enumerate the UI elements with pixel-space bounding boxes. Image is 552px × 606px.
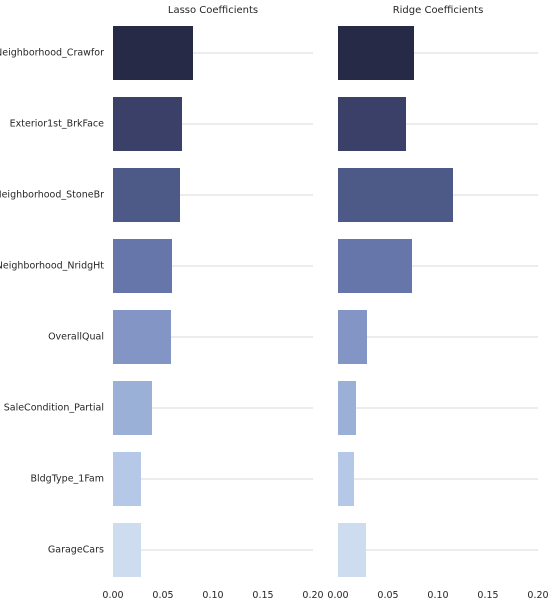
lasso-x-tick-label: 0.15	[252, 590, 273, 601]
lasso-bar	[113, 452, 141, 506]
ridge-bar	[338, 381, 356, 435]
ridge-x-tick-label: 0.20	[527, 590, 548, 601]
category-label: Neighborhood_StoneBr	[0, 190, 104, 201]
lasso-x-tick-label: 0.05	[152, 590, 173, 601]
ridge-panel: 0.00 0.05 0.10 0.15 0.20	[327, 26, 549, 601]
lasso-x-tick-label: 0.20	[302, 590, 323, 601]
ridge-x-tick-label: 0.15	[477, 590, 498, 601]
category-label: GarageCars	[48, 545, 104, 556]
lasso-x-tick-label: 0.10	[202, 590, 223, 601]
ridge-bar	[338, 26, 414, 80]
ridge-bar	[338, 310, 367, 364]
ridge-bar	[338, 168, 453, 222]
ridge-x-tick-label: 0.10	[427, 590, 448, 601]
ridge-panel-title: Ridge Coefficients	[393, 5, 484, 16]
category-label: Exterior1st_BrkFace	[10, 119, 104, 130]
category-label: Neighborhood_NridgHt	[0, 261, 104, 272]
ridge-bar	[338, 97, 406, 151]
lasso-bar	[113, 239, 172, 293]
lasso-x-tick-label: 0.00	[102, 590, 123, 601]
lasso-panel-title: Lasso Coefficients	[168, 5, 258, 16]
ridge-bar	[338, 523, 366, 577]
ridge-bar	[338, 239, 412, 293]
lasso-bar	[113, 97, 182, 151]
lasso-bar	[113, 26, 193, 80]
lasso-bar	[113, 523, 141, 577]
lasso-panel: Neighborhood_Crawfor Exterior1st_BrkFace N…	[0, 26, 324, 601]
category-label: Neighborhood_Crawfor	[0, 48, 104, 59]
ridge-x-tick-label: 0.05	[377, 590, 398, 601]
lasso-bar	[113, 168, 180, 222]
lasso-bar	[113, 381, 152, 435]
category-label: SaleCondition_Partial	[4, 403, 104, 414]
category-label: BldgType_1Fam	[31, 474, 105, 485]
lasso-bar	[113, 310, 171, 364]
ridge-x-tick-label: 0.00	[327, 590, 348, 601]
category-label: OverallQual	[48, 332, 104, 343]
chart-panels: Neighborhood_Crawfor Exterior1st_BrkFace N…	[0, 26, 549, 601]
ridge-bar	[338, 452, 354, 506]
